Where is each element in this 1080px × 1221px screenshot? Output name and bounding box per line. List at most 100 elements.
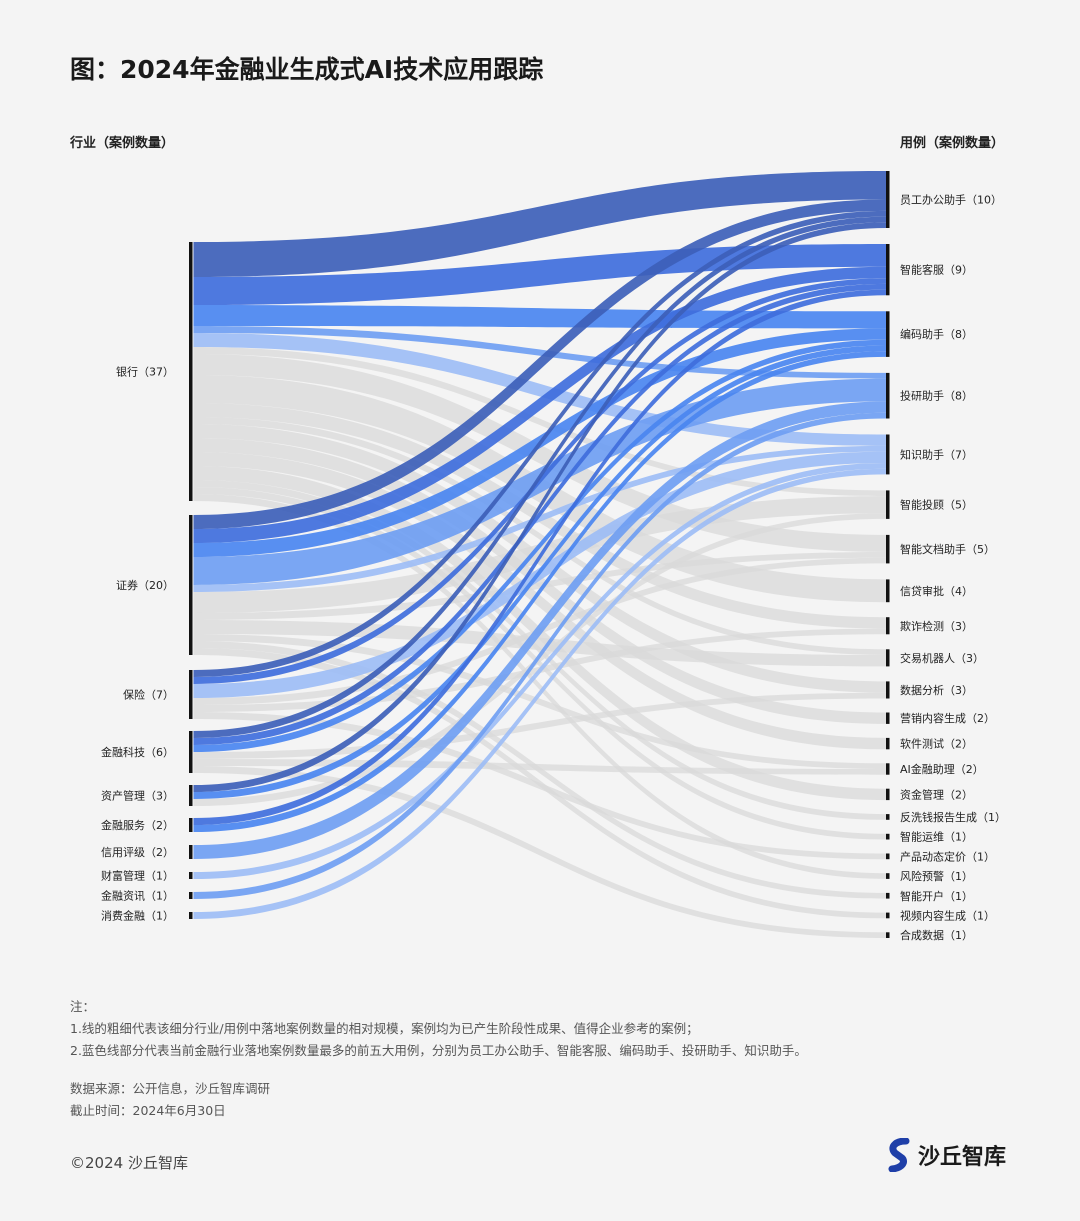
usecase-node-bar [886,912,890,919]
usecase-node-bar [886,534,890,564]
notes: 注： 1.线的粗细代表该细分行业/用例中落地案例数量的相对规模，案例均为已产生阶… [70,996,807,1062]
usecase-node-label: 视频内容生成（1） [900,908,995,922]
sankey-link [193,222,886,793]
brand-logo-icon [888,1138,910,1172]
usecase-node-label: 风险预警（1） [900,869,973,883]
usecase-node-label: 交易机器人（3） [900,651,984,665]
sankey-link [193,351,886,832]
sankey-link [193,326,886,379]
usecase-node-bar [886,853,890,860]
sankey-link [193,468,886,919]
industry-node-bar [189,912,193,919]
industry-node-bar [189,670,193,719]
usecase-node-bar [886,681,890,699]
usecase-node-bar [886,788,890,801]
notes-label: 注： [70,999,96,1014]
data-source: 数据来源：公开信息，沙丘智库调研 [70,1081,271,1096]
sankey-link [193,266,886,543]
sankey-link [193,283,886,745]
usecase-node-label: 智能运维（1） [900,830,973,844]
industry-node-bar [189,872,193,879]
industry-node-label: 金融资讯（1） [101,889,174,903]
usecase-node-bar [886,932,890,938]
source-info: 数据来源：公开信息，沙丘智库调研 截止时间：2024年6月30日 [70,1078,270,1122]
brand-logo-text: 沙丘智库 [918,1145,1007,1170]
usecase-node-label: 产品动态定价（1） [900,849,995,863]
usecase-node-bar [886,434,890,475]
usecase-node-bar [886,490,890,519]
usecase-node-bar [886,814,890,820]
usecase-node-bar [886,649,890,667]
sankey-link [193,216,886,739]
industry-column-header: 行业（案例数量） [70,136,175,151]
sankey-link [193,244,886,305]
sankey-link [193,401,886,859]
industry-node-bar [189,785,193,806]
sankey-link [193,354,886,552]
usecase-node-label: 投研助手（8） [900,389,973,403]
sankey-link [193,463,886,879]
cutoff-date: 截止时间：2024年6月30日 [70,1103,226,1118]
usecase-node-bar [886,617,890,635]
industry-node-bar [189,892,193,899]
industry-node-bar [189,515,193,655]
sankey-link [193,289,886,826]
usecase-node-bar [886,892,890,899]
sankey-link [193,347,886,497]
usecase-node-bar [886,372,890,419]
sankey-link [193,712,886,860]
sankey-link [193,171,886,277]
brand-logo: 沙丘智库 [886,1138,1006,1172]
usecase-node-bar [886,737,890,750]
links-layer [193,171,886,938]
industry-node-label: 资产管理（3） [101,789,174,803]
sankey-link [193,199,886,529]
usecase-node-label: AI金融助理（2） [900,762,984,776]
sankey-link [193,417,886,655]
usecase-node-label: 知识助手（7） [900,447,973,461]
usecase-node-bar [886,873,890,879]
sankey-link [193,552,886,620]
notes-line-1: 1.线的粗细代表该细分行业/用例中落地案例数量的相对规模，案例均为已产生阶段性成… [70,1021,699,1036]
usecase-node-bar [886,763,890,775]
industry-node-label: 信用评级（2） [101,846,174,859]
sankey-link [193,766,886,938]
industry-node-bar [189,818,193,832]
sankey-link [193,278,886,684]
usecase-node-label: 营销内容生成（2） [900,711,995,725]
sankey-link [193,452,886,750]
usecase-node-bar [886,712,890,724]
sankey-link [193,513,886,806]
usecase-node-label: 智能文档助手（5） [900,542,995,556]
copyright: ©2024 沙丘智库 [70,1154,188,1172]
usecase-node-bar [886,579,890,603]
usecase-node-label: 合成数据（1） [900,928,973,942]
industry-node-label: 金融服务（2） [101,818,174,832]
usecase-node-bar [886,171,890,228]
usecase-node-label: 资金管理（2） [900,787,973,801]
industry-node-label: 证券（20） [116,578,174,592]
usecase-column-header: 用例（案例数量） [900,136,1005,151]
sankey-link [193,692,886,759]
page-title: 图：2024年金融业生成式AI技术应用跟踪 [70,55,544,84]
nodes-layer: 银行（37） 证券（20） 保险（7） 金融科技（6） 资产管理（3） 金融服务（2） 信用… [101,171,1006,942]
sankey-link [193,412,886,899]
sankey-link [193,634,886,769]
usecase-node-label: 数据分析（3） [900,683,973,697]
usecase-node-label: 反洗钱报告生成（1） [900,810,1006,824]
notes-line-2: 2.蓝色线部分代表当前金融行业落地案例数量最多的前五大用例，分别为员工办公助手、… [70,1043,807,1058]
sankey-link [193,345,886,799]
industry-node-label: 金融科技（6） [101,745,174,759]
sankey-link [193,333,886,446]
usecase-node-label: 员工办公助手（10） [900,193,1002,207]
usecase-node-bar [886,244,890,296]
sankey-link [193,438,886,724]
sankey-link [193,210,886,677]
industry-node-label: 保险（7） [123,688,174,702]
sankey-link [193,445,886,592]
sankey-link [193,487,886,840]
industry-node-bar [189,242,193,501]
usecase-node-bar [886,833,890,840]
industry-node-label: 消费金融（1） [101,909,174,923]
